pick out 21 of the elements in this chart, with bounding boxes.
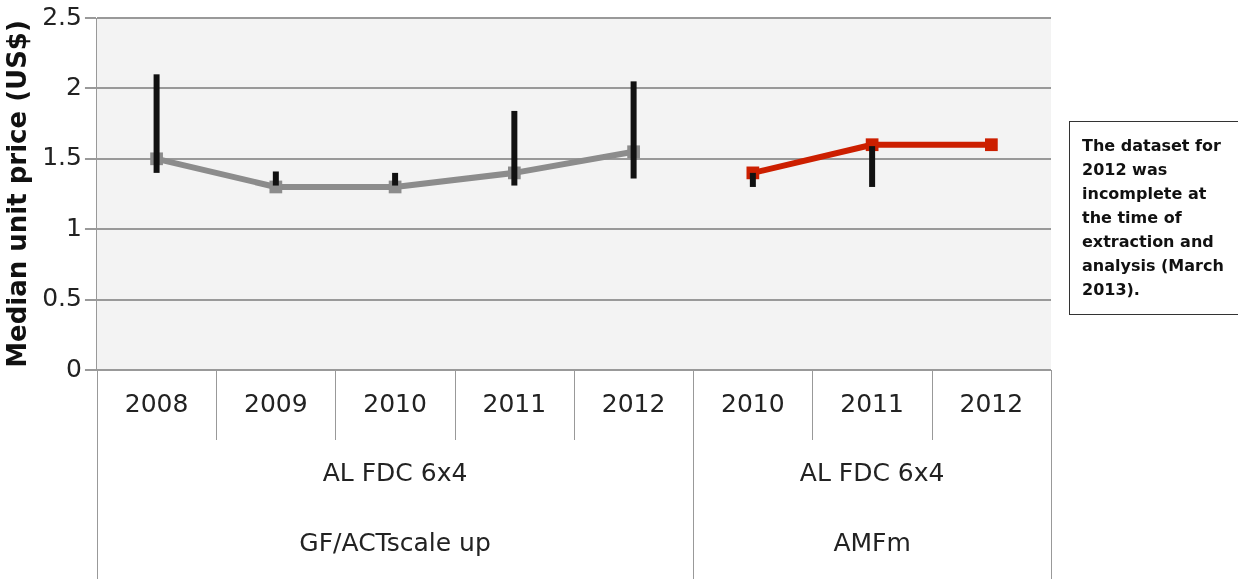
- y-tick-label: 1: [66, 212, 82, 242]
- y-axis-title: Median unit price (US$): [2, 20, 33, 368]
- x-tick-label: 2011: [482, 388, 547, 418]
- x-tick-label: 2008: [124, 388, 189, 418]
- x-tick-label: 2011: [840, 388, 904, 418]
- text: The dataset for 2012 was incomplete at the time of extraction and analysis (March 2013).: [1069, 121, 1238, 315]
- x-tick-label: 2009: [244, 388, 308, 418]
- text: AMFm: [832, 528, 912, 557]
- text: AL FDC 6x4: [798, 458, 946, 487]
- text: GF/ACTscale up: [298, 528, 492, 557]
- y-tick-label: 2: [66, 71, 82, 101]
- y-tick-label: 1.5: [42, 142, 82, 172]
- x-tick-label: 2010: [363, 388, 427, 418]
- text: AL FDC 6x4: [321, 458, 469, 487]
- y-tick-label: 0.5: [42, 283, 82, 313]
- x-tick-label: 2012: [601, 388, 666, 418]
- x-tick-label: 2012: [959, 388, 1024, 418]
- y-tick-label: 0: [66, 353, 82, 383]
- x-tick-label: 2010: [721, 388, 785, 418]
- point: [985, 138, 998, 152]
- y-tick-label: 2.5: [42, 1, 82, 31]
